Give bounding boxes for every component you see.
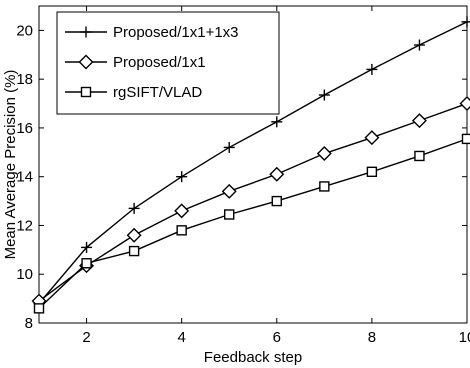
diamond-marker [411, 113, 427, 129]
y-axis-label: Mean Average Precision (%) [2, 70, 19, 260]
diamond-marker [269, 166, 285, 182]
y-tick-label: 10 [16, 266, 33, 283]
diamond-marker [364, 130, 380, 146]
diamond-marker [221, 183, 237, 199]
axes: 2 4 6 8 10 8 10 12 14 16 18 20 [16, 6, 470, 346]
plus-marker [80, 26, 92, 38]
square-marker [176, 225, 187, 236]
square-marker [319, 181, 330, 192]
x-tick-label: 6 [273, 329, 281, 346]
plus-marker [128, 202, 140, 214]
legend: Proposed/1x1+1x3 Proposed/1x1 rgSIFT/VLAD [56, 11, 280, 115]
diamond-marker [78, 54, 94, 70]
y-tick-label: 16 [16, 120, 33, 137]
plus-marker [81, 241, 93, 253]
diamond-marker [316, 146, 332, 162]
series-2 [31, 96, 470, 309]
square-marker [80, 86, 92, 98]
plus-marker [176, 171, 188, 183]
legend-item-2: Proposed/1x1 [65, 54, 206, 71]
series-line [38, 21, 468, 304]
plus-marker [461, 16, 470, 28]
square-marker [128, 245, 140, 257]
legend-label: Proposed/1x1+1x3 [113, 24, 239, 41]
square-marker [461, 133, 470, 145]
y-tick-label: 18 [16, 71, 33, 88]
legend-item-3: rgSIFT/VLAD [65, 84, 202, 101]
x-axis-label: Feedback step [204, 349, 302, 366]
diamond-marker [126, 227, 142, 243]
legend-box [56, 11, 280, 115]
y-tick-label: 12 [16, 217, 33, 234]
plus-marker [413, 39, 425, 51]
square-marker [366, 166, 378, 178]
series-1 [33, 16, 470, 309]
plus-marker [271, 116, 283, 128]
x-tick-label: 10 [459, 329, 470, 346]
square-marker [81, 258, 92, 269]
series-3 [33, 133, 470, 314]
square-marker [414, 150, 425, 162]
legend-label: rgSIFT/VLAD [113, 84, 202, 101]
x-tick-label: 8 [368, 329, 376, 346]
y-tick-label: 14 [16, 169, 33, 186]
square-marker [224, 209, 235, 220]
series-line [38, 102, 468, 302]
legend-item-1: Proposed/1x1+1x3 [65, 24, 239, 41]
square-marker [271, 195, 282, 207]
diamond-marker [459, 96, 470, 112]
plus-marker [366, 63, 378, 75]
diamond-marker [174, 203, 190, 219]
legend-label: Proposed/1x1 [113, 54, 206, 71]
square-marker [33, 303, 45, 314]
series-group [31, 16, 470, 314]
x-tick-label: 4 [177, 329, 185, 346]
y-tick-label: 20 [16, 22, 33, 39]
y-tick-label: 8 [25, 315, 33, 332]
plus-marker [223, 141, 235, 153]
plus-marker [318, 89, 330, 101]
series-line [38, 138, 468, 309]
x-tick-label: 2 [82, 329, 90, 346]
